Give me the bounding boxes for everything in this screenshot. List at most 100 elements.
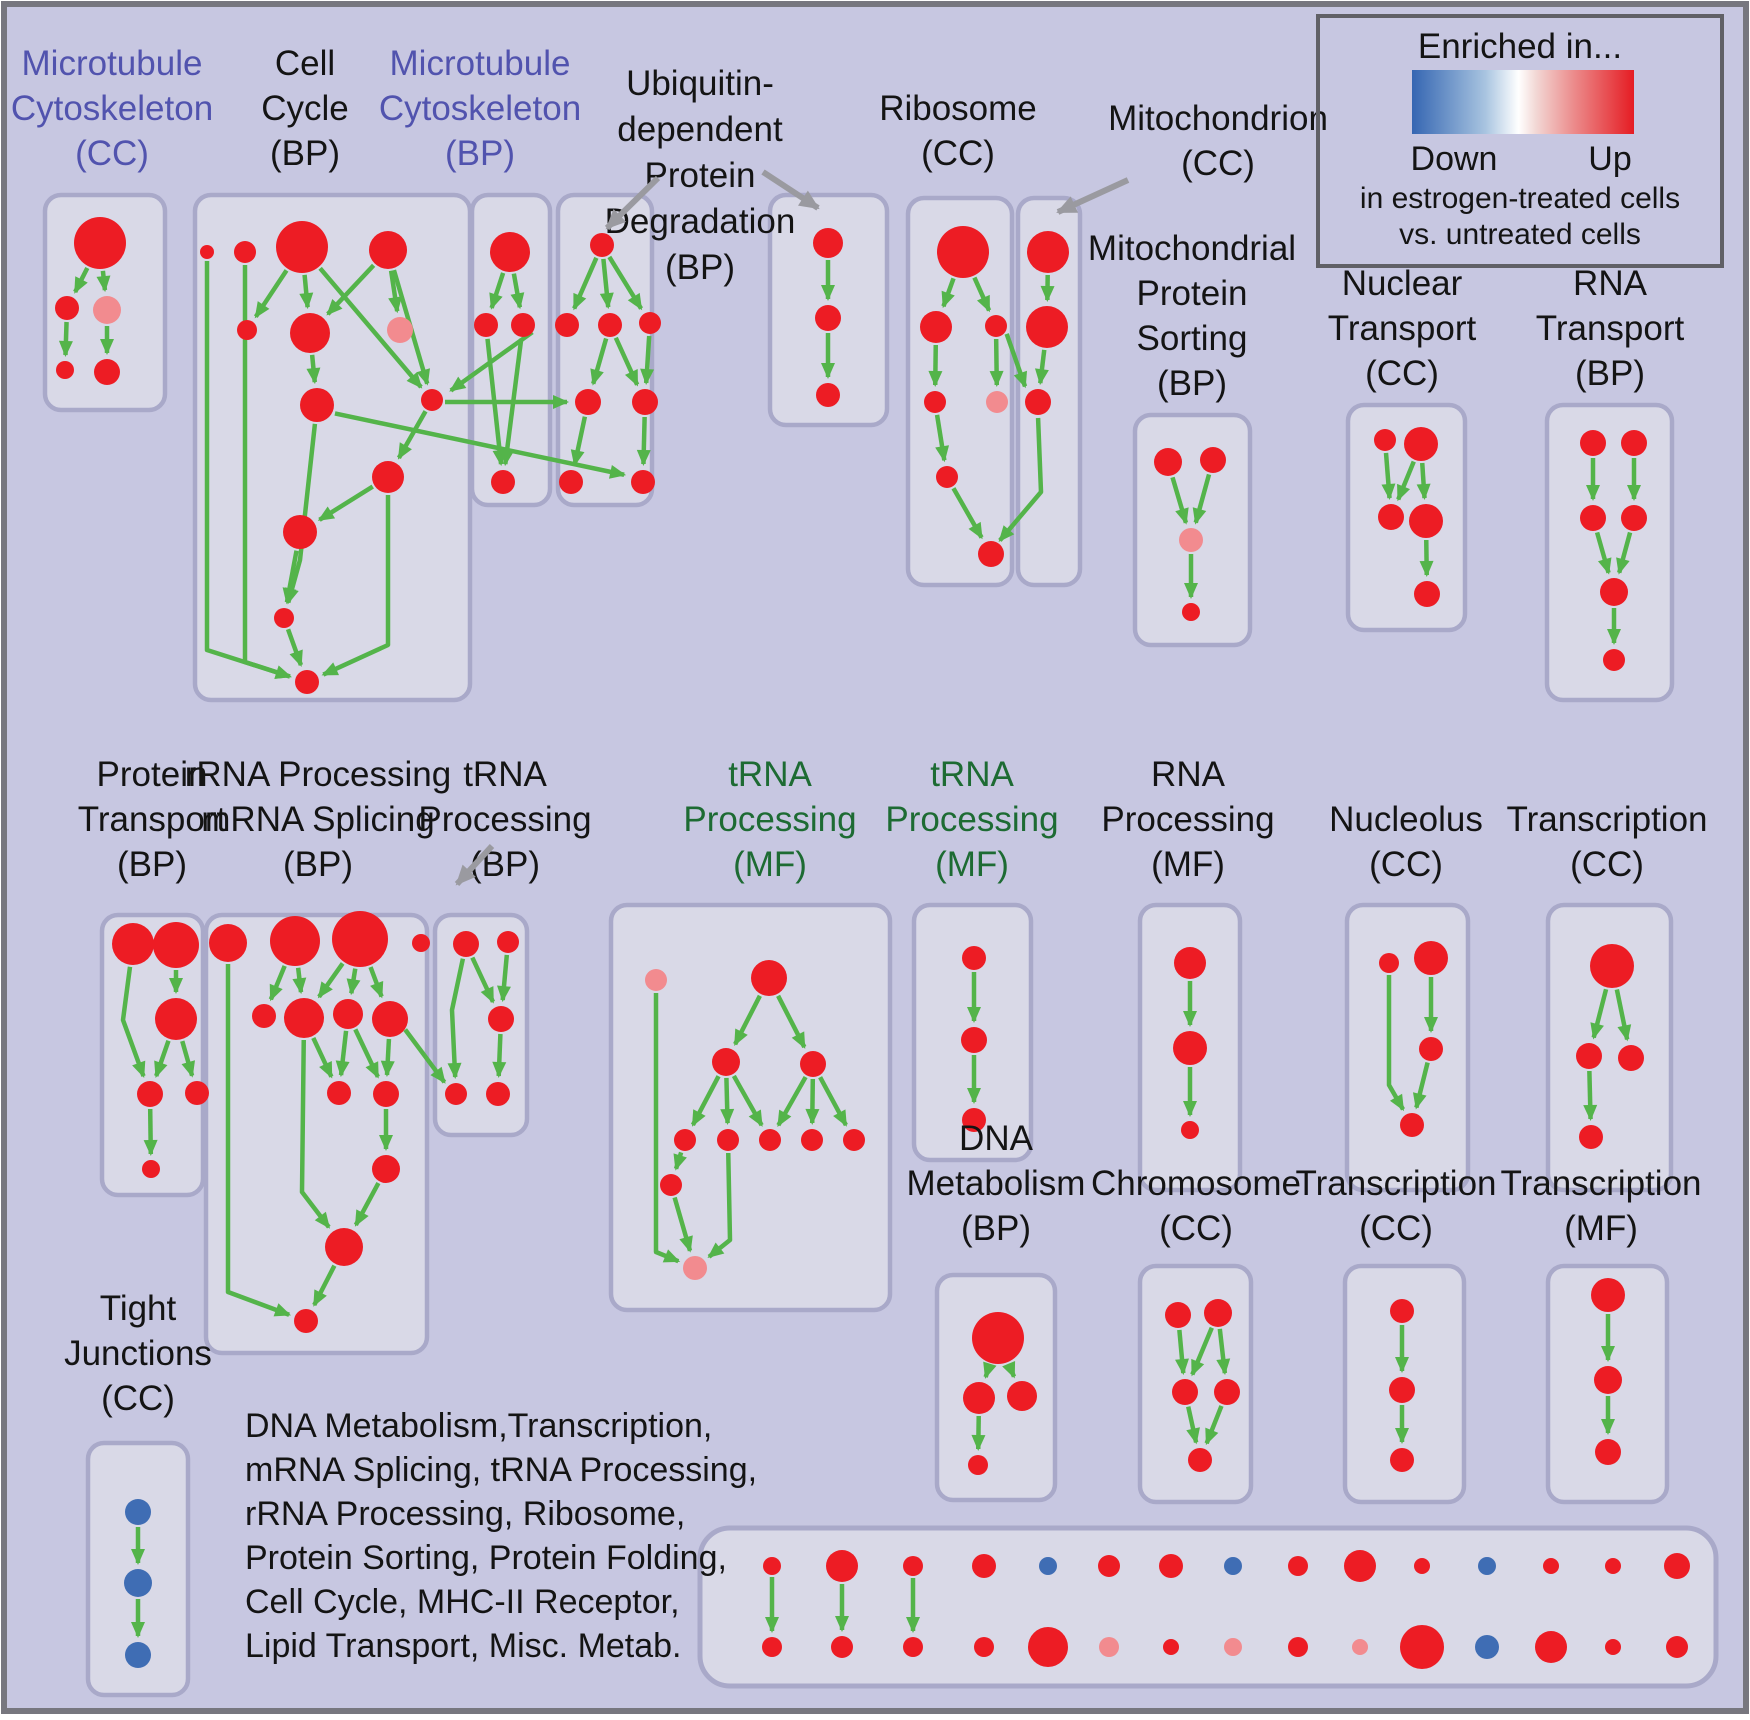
gene-set-node-ribosome-cc [924,391,946,413]
gene-set-node-rrna-processing-mrna-splicing-bp [333,999,363,1029]
gene-set-node-rrna-processing-mrna-splicing-bp [332,911,388,967]
gene-set-node-trna-processing-mf-large [674,1129,696,1151]
gene-set-node-chromosome-cc [1188,1448,1212,1472]
gene-set-node-rna-processing-mf [1173,1031,1207,1065]
gene-set-node-rrna-processing-mrna-splicing-bp [372,1155,400,1183]
gene-set-node-trna-processing-bp [453,931,479,957]
cluster-label-transcription-cc-row2-line-0: Transcription [1507,800,1708,839]
misc-categories-text-line-4: Cell Cycle, MHC-II Receptor, [245,1583,680,1621]
misc-categories-text-line-0: DNA Metabolism,Transcription, [245,1407,712,1445]
edge-trna-processing-mf-large [812,1079,813,1123]
cluster-label-microtubule-cytoskeleton-cc-line-0: Microtubule [22,44,203,83]
gene-set-node-cell-cycle-bp [295,670,319,694]
band-bottom-node-8 [1288,1637,1308,1657]
band-top-node-6 [1159,1554,1183,1578]
misc-categories-text-line-1: mRNA Splicing, tRNA Processing, [245,1451,757,1489]
gene-set-node-cell-cycle-bp [283,515,317,549]
gene-set-node-ubiquitin-degradation-box-2 [816,383,840,407]
misc-categories-text-line-5: Lipid Transport, Misc. Metab. [245,1627,682,1665]
edge-cell-cycle-bp [312,355,315,382]
gene-set-node-nuclear-transport-cc [1409,504,1443,538]
gene-set-node-tight-junctions-cc [124,1569,152,1597]
cluster-label-ribosome-cc-line-0: Ribosome [879,89,1037,128]
gene-set-node-rrna-processing-mrna-splicing-bp [294,1309,318,1333]
cluster-label-rna-transport-bp-line-2: (BP) [1575,354,1645,393]
gene-set-node-nucleolus-cc [1400,1113,1424,1137]
gene-set-node-chromosome-cc [1214,1379,1240,1405]
gene-set-node-trna-processing-bp [486,1082,510,1106]
gene-set-node-rrna-processing-mrna-splicing-bp [325,1228,363,1266]
legend-down-label: Down [1411,140,1498,178]
edge-cell-cycle-bp [305,275,308,307]
gene-set-node-rrna-processing-mrna-splicing-bp [284,998,324,1038]
band-bottom-node-10 [1400,1625,1444,1669]
gene-set-node-dna-metabolism-bp [963,1382,995,1414]
cluster-label-mitochondrial-protein-sorting-bp-line-0: Mitochondrial [1088,229,1296,268]
gene-set-node-rna-transport-bp [1603,649,1625,671]
gene-set-node-trna-processing-mf-large [645,969,667,991]
gene-set-node-ribosome-cc [936,466,958,488]
gene-set-node-chromosome-cc [1172,1379,1198,1405]
cluster-label-nuclear-transport-cc-line-0: Nuclear [1342,264,1463,303]
legend-subtitle-line-1: in estrogen-treated cells [1360,182,1680,215]
gene-set-node-microtubule-cytoskeleton-cc [93,296,121,324]
cluster-label-transcription-cc-row2-line-1: (CC) [1570,845,1644,884]
cluster-label-nuclear-transport-cc-line-1: Transport [1328,309,1477,348]
cluster-label-transcription-cc-row3-line-1: (CC) [1359,1209,1433,1248]
band-bottom-node-6 [1163,1639,1179,1655]
gene-set-node-mitochondrion-cc [1026,306,1068,348]
gene-set-node-dna-metabolism-bp [1007,1381,1037,1411]
gene-set-node-protein-transport-bp [185,1081,209,1105]
gene-set-node-ribosome-cc [986,391,1008,413]
gene-set-node-trna-processing-bp [488,1006,514,1032]
gene-set-node-microtubule-cytoskeleton-bp [511,313,535,337]
cluster-label-trna-processing-mf-large-line-1: Processing [683,800,856,839]
gene-set-node-nuclear-transport-cc [1378,504,1404,530]
edge-microtubule-cytoskeleton-cc [103,271,105,290]
edge-transcription-cc-row2 [1589,1071,1590,1119]
gene-set-node-rna-processing-mf [1181,1121,1199,1139]
band-top-node-14 [1664,1553,1690,1579]
gene-set-node-cell-cycle-bp [300,388,334,422]
edge-ribosome-cc [935,345,936,385]
gene-set-node-tight-junctions-cc [125,1499,151,1525]
cluster-label-microtubule-cytoskeleton-cc-line-2: (CC) [75,134,149,173]
gene-set-node-rna-transport-bp [1580,505,1606,531]
cluster-box-nucleolus-cc [1347,905,1468,1190]
gene-set-node-cell-cycle-bp [274,608,294,628]
gene-set-node-ubiquitin-degradation-box-2 [815,305,841,331]
gene-set-node-nuclear-transport-cc [1414,581,1440,607]
band-top-node-4 [1039,1557,1057,1575]
band-bottom-node-13 [1605,1639,1621,1655]
gene-set-node-trna-processing-mf-large [843,1129,865,1151]
gene-set-node-chromosome-cc [1165,1302,1191,1328]
band-bottom-node-7 [1224,1638,1242,1656]
gene-set-node-protein-transport-bp [142,1160,160,1178]
gene-set-node-ubiquitin-degradation-box-2 [813,228,843,258]
gene-set-node-trna-processing-mf-large [660,1174,682,1196]
gene-set-node-protein-transport-bp [153,922,199,968]
gene-set-node-transcription-cc-row3 [1389,1377,1415,1403]
gene-set-node-mitochondrion-cc [1027,231,1069,273]
gene-set-node-microtubule-cytoskeleton-cc [94,359,120,385]
gene-set-node-trna-processing-mf-large [717,1129,739,1151]
gene-set-node-trna-processing-bp [497,931,519,953]
gene-set-node-mitochondrial-protein-sorting-bp [1179,528,1203,552]
cluster-label-rrna-processing-mrna-splicing-bp-line-2: (BP) [283,845,353,884]
misc-categories-text-line-3: Protein Sorting, Protein Folding, [245,1539,727,1577]
cluster-label-transcription-cc-row3-line-0: Transcription [1296,1164,1497,1203]
gene-set-node-protein-transport-bp [137,1081,163,1107]
gene-set-node-ubiquitin-degradation-box-1 [555,313,579,337]
edge-nuclear-transport-cc [1422,463,1424,498]
gene-set-node-microtubule-cytoskeleton-cc [74,217,126,269]
gene-set-node-transcription-cc-row3 [1390,1448,1414,1472]
gene-set-node-ubiquitin-degradation-box-1 [632,389,658,415]
cluster-label-mitochondrial-protein-sorting-bp-line-2: Sorting [1137,319,1248,358]
cluster-label-trna-processing-mf-small-line-0: tRNA [930,755,1014,794]
ubiquitin-label-line-4: (BP) [665,248,735,287]
legend-up-label: Up [1588,140,1631,178]
cluster-label-cell-cycle-bp-line-0: Cell [275,44,335,83]
cluster-label-rrna-processing-mrna-splicing-bp-line-1: mRNA Splicing [201,800,434,839]
gene-set-node-rna-transport-bp [1600,578,1628,606]
cluster-label-mitochondrion-cc-line-1: (CC) [1181,144,1255,183]
